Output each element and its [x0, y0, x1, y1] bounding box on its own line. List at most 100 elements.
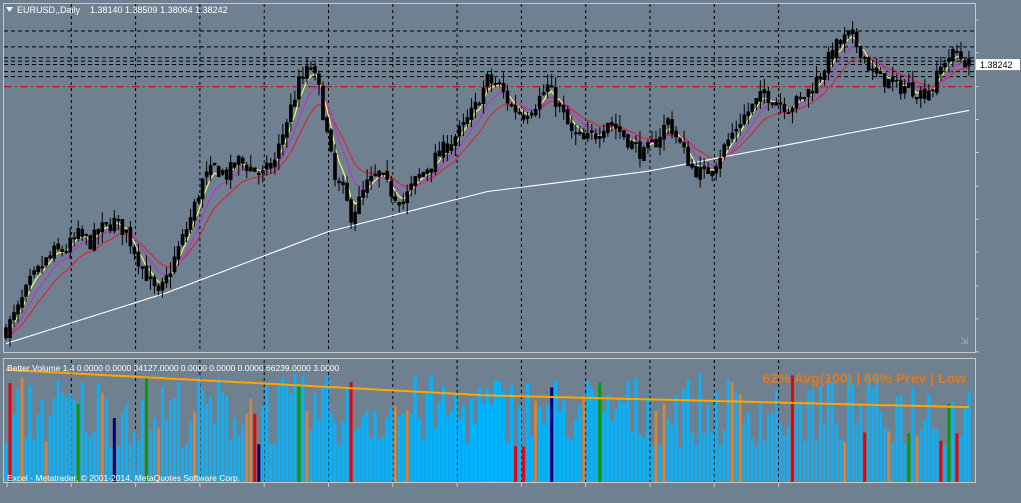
volume-bar-low	[738, 394, 742, 482]
candle-bull	[32, 270, 36, 275]
candle-bull	[457, 125, 462, 137]
volume-bar-neutral	[48, 416, 52, 482]
candle-bear	[269, 163, 273, 169]
candle-bull	[377, 170, 381, 177]
candle-bull	[68, 237, 72, 253]
volume-bar-neutral	[851, 383, 855, 482]
candle-bear	[501, 82, 506, 93]
candle-bear	[706, 167, 710, 175]
candle-bear	[521, 115, 526, 120]
candle-bull	[662, 124, 666, 140]
candle-bull	[630, 141, 634, 149]
volume-bar-neutral	[923, 419, 927, 482]
candle-bear	[349, 199, 353, 223]
volume-bar-neutral	[883, 427, 887, 482]
candle-bull	[481, 87, 486, 104]
volume-bar-neutral	[943, 445, 947, 482]
volume-bar-high	[907, 432, 911, 482]
candle-bear	[321, 85, 325, 121]
volume-bar-neutral	[827, 377, 831, 482]
candle-bull	[417, 174, 422, 178]
volume-bar-neutral	[831, 381, 835, 482]
volume-bar-neutral	[473, 424, 477, 482]
candle-bull	[598, 135, 602, 139]
volume-bar-neutral	[638, 434, 642, 482]
volume-bar-neutral	[108, 447, 112, 482]
volume-bar-neutral	[205, 403, 209, 482]
candle-bull	[208, 164, 213, 175]
candle-bear	[313, 65, 317, 73]
candle-bull	[305, 65, 309, 79]
candle-bull	[461, 121, 466, 126]
volume-bar-neutral	[421, 439, 425, 482]
candle-bear	[854, 31, 859, 48]
volume-bar-neutral	[365, 410, 369, 482]
candle-bear	[915, 96, 919, 100]
volume-bars	[4, 368, 971, 482]
volume-bar-low	[156, 427, 160, 482]
candle-bear	[64, 250, 68, 253]
volume-bar-neutral	[229, 440, 233, 482]
volume-bar-neutral	[32, 439, 36, 482]
volume-bar-neutral	[337, 445, 341, 482]
volume-bar-neutral	[839, 439, 843, 482]
volume-bar-neutral	[586, 381, 590, 482]
volume-bar-neutral	[558, 410, 562, 482]
candle-bear	[770, 102, 775, 105]
symbol-dropdown-arrow-icon[interactable]	[6, 7, 13, 12]
price-panel[interactable]	[3, 3, 976, 353]
volume-bar-neutral	[690, 432, 694, 482]
volume-bar-neutral	[269, 443, 273, 482]
candle-bull	[297, 76, 301, 100]
volume-bar-neutral	[128, 444, 132, 482]
volume-bar-neutral	[670, 425, 674, 482]
volume-bar-low	[534, 400, 538, 482]
volume-bar-neutral	[554, 380, 558, 482]
volume-bar-neutral	[714, 391, 718, 482]
volume-bar-climax-high	[349, 382, 353, 482]
volume-bar-neutral	[903, 443, 907, 482]
volume-bar-climax-high	[522, 446, 526, 482]
candle-bear	[858, 45, 863, 58]
candle-bull	[814, 76, 819, 94]
chart-shift-icon[interactable]: ⇲	[960, 336, 968, 347]
candle-bull	[112, 217, 117, 232]
candle-bull	[602, 130, 606, 138]
volume-bar-neutral	[815, 439, 819, 482]
candle-bull	[650, 139, 654, 142]
candle-bear	[341, 181, 345, 186]
volume-bar-neutral	[702, 433, 706, 482]
volume-bar-neutral	[96, 383, 100, 482]
volume-bar-neutral	[794, 401, 798, 482]
volume-bar-neutral	[835, 423, 839, 482]
candle-bear	[84, 233, 89, 236]
candle-bear	[810, 90, 815, 94]
volume-bar-neutral	[281, 377, 285, 482]
volume-panel[interactable]	[3, 358, 976, 483]
volume-bar-neutral	[959, 435, 963, 482]
volume-bar-neutral	[658, 444, 662, 482]
volume-bar-climax-low	[257, 444, 261, 482]
volume-bar-neutral	[710, 432, 714, 482]
candle-bear	[590, 130, 594, 134]
candle-bear	[477, 103, 482, 106]
volume-bar-neutral	[566, 436, 570, 482]
volume-bar-climax-high	[790, 375, 794, 482]
candle-bull	[658, 136, 662, 148]
candle-bull	[465, 117, 470, 125]
candle-bull	[248, 166, 253, 172]
volume-bar-neutral	[72, 400, 76, 482]
candle-bear	[216, 165, 221, 177]
volume-bar-neutral	[213, 423, 217, 482]
volume-bar-neutral	[465, 442, 469, 482]
candle-bull	[870, 68, 875, 71]
candle-bull	[449, 144, 454, 152]
volume-bar-neutral	[879, 412, 883, 482]
order-lines	[4, 30, 975, 88]
candle-bull	[842, 34, 847, 44]
volume-bar-neutral	[774, 388, 778, 482]
volume-bar-neutral	[630, 432, 634, 482]
volume-bar-neutral	[590, 388, 594, 482]
volume-bar-neutral	[261, 405, 265, 482]
